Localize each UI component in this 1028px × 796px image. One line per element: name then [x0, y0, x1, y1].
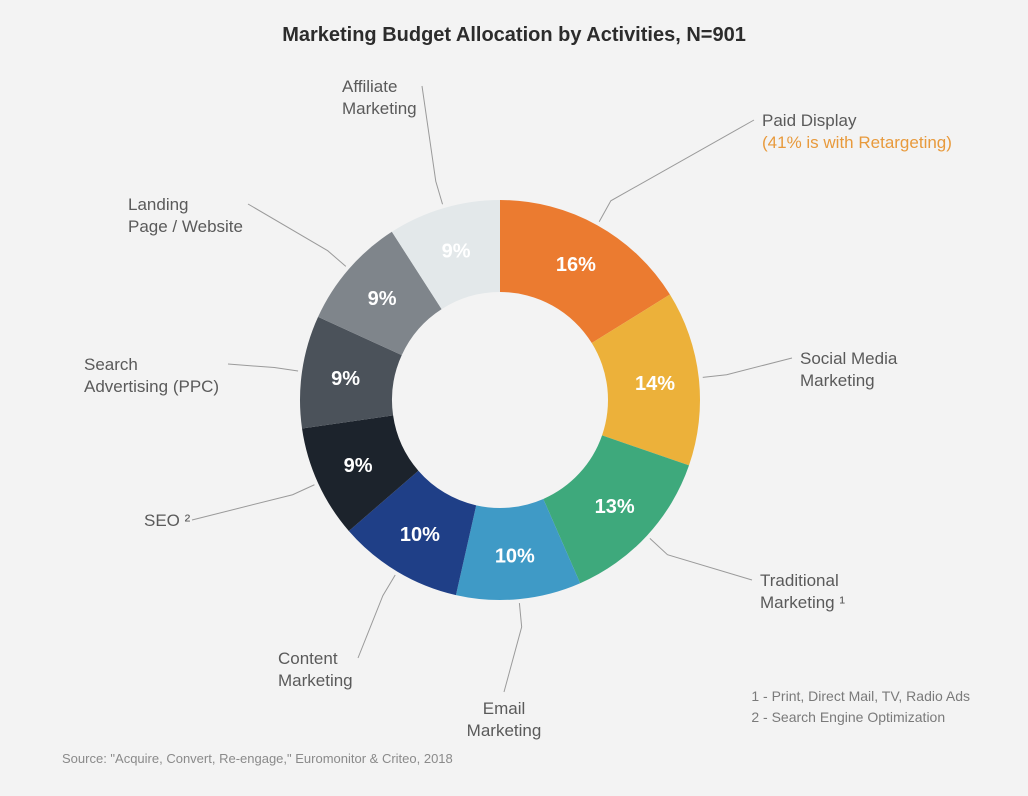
- leader-3: [504, 603, 522, 692]
- footnote-2: 2 - Search Engine Optimization: [751, 707, 970, 728]
- slice-pct-4: 10%: [400, 524, 440, 546]
- slice-pct-8: 9%: [442, 241, 471, 263]
- slice-pct-6: 9%: [331, 368, 360, 390]
- footnote-1: 1 - Print, Direct Mail, TV, Radio Ads: [751, 686, 970, 707]
- leader-1: [703, 358, 792, 377]
- outer-label-0: Paid Display(41% is with Retargeting): [762, 110, 952, 154]
- outer-label-4: ContentMarketing: [278, 648, 448, 692]
- footnotes: 1 - Print, Direct Mail, TV, Radio Ads 2 …: [751, 686, 970, 728]
- outer-label-1: Social MediaMarketing: [800, 348, 897, 392]
- slice-pct-5: 9%: [344, 455, 373, 477]
- outer-label-5: SEO ²: [144, 510, 314, 532]
- slice-pct-1: 14%: [635, 373, 675, 395]
- outer-label-8: AffiliateMarketing: [342, 76, 512, 120]
- page-root: Marketing Budget Allocation by Activitie…: [0, 0, 1028, 796]
- slice-pct-0: 16%: [556, 254, 596, 276]
- leader-4: [358, 575, 395, 658]
- slice-pct-2: 13%: [595, 496, 635, 518]
- slice-pct-3: 10%: [495, 546, 535, 568]
- slice-pct-7: 9%: [368, 288, 397, 310]
- leader-2: [650, 538, 752, 580]
- outer-label-2: TraditionalMarketing ¹: [760, 570, 845, 614]
- outer-label-7: LandingPage / Website: [128, 194, 298, 238]
- source-text: Source: "Acquire, Convert, Re-engage," E…: [62, 751, 453, 766]
- outer-label-3: EmailMarketing: [467, 698, 542, 742]
- leader-0: [599, 120, 754, 222]
- outer-label-6: SearchAdvertising (PPC): [84, 354, 254, 398]
